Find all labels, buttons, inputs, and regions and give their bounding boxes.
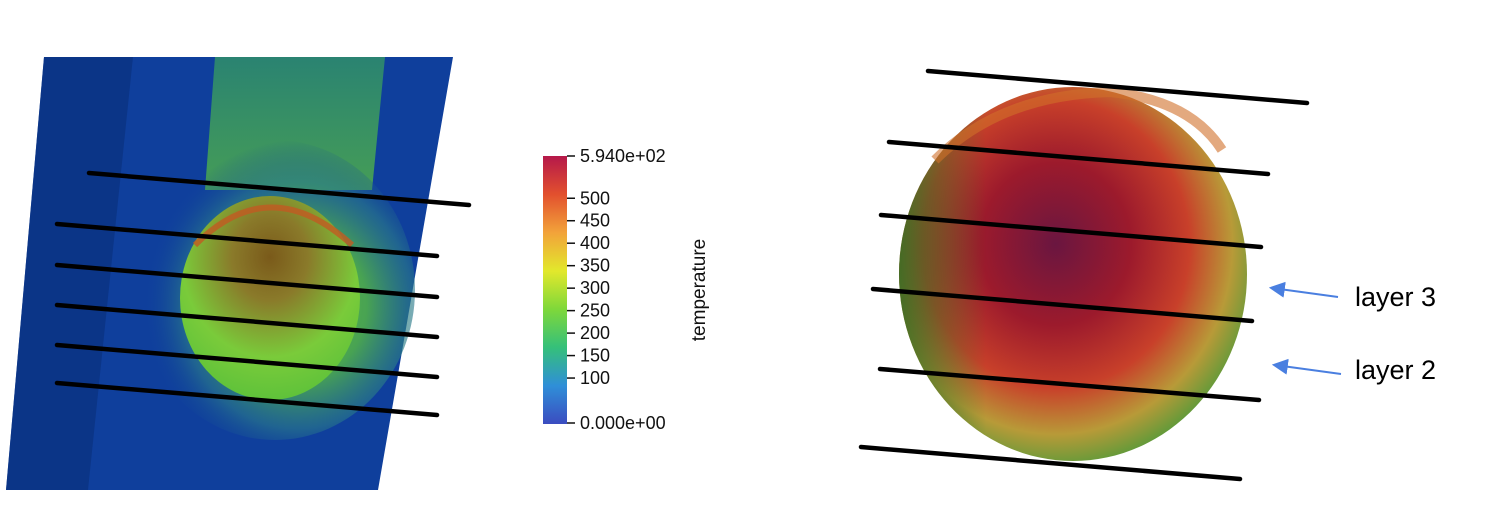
slice-line [877,366,1262,403]
slice-lines-right [858,68,1310,482]
melt-pool-top-ridge [931,86,1227,164]
colorbar-tick-label: 500 [580,188,610,208]
slice-line [878,212,1264,250]
color-scale-bar [543,156,567,424]
colorbar-tick-label: 300 [580,278,610,298]
layer-annotations: layer 3 layer 2 [1268,281,1436,385]
slice-lines-left [54,170,472,418]
colorbar-tick-label: 200 [580,323,610,343]
layer2-label: layer 2 [1355,355,1436,385]
slice-line [54,221,440,259]
slice-line [86,170,472,208]
slice-line [54,262,440,300]
slice-line [925,68,1310,106]
melt-pool-view [899,86,1247,461]
slice-line [54,302,440,340]
colorbar-tick-label: 150 [580,346,610,366]
colorbar-tick-label: 100 [580,368,610,388]
colorbar-tick-label: 450 [580,211,610,231]
colorbar-min-label: 0.000e+00 [580,413,666,433]
layer2-arrow [1271,358,1342,375]
melt-pool-shadow [899,87,1247,461]
slab-side-face [6,57,133,490]
slab-view [6,57,453,490]
colorbar-title: temperature [689,239,710,341]
colorbar-tick-label: 250 [580,301,610,321]
colorbar-tick-label: 400 [580,233,610,253]
slice-line [54,380,440,418]
slice-line [858,444,1243,482]
slice-line [54,342,440,380]
layer3-label: layer 3 [1355,282,1436,312]
colorbar-tick-label: 350 [580,256,610,276]
slice-line [870,286,1255,324]
colorbar-max-label: 5.940e+02 [580,146,666,166]
slice-line [886,139,1271,177]
layer3-arrow [1268,281,1339,298]
cavity-rim [192,204,355,248]
